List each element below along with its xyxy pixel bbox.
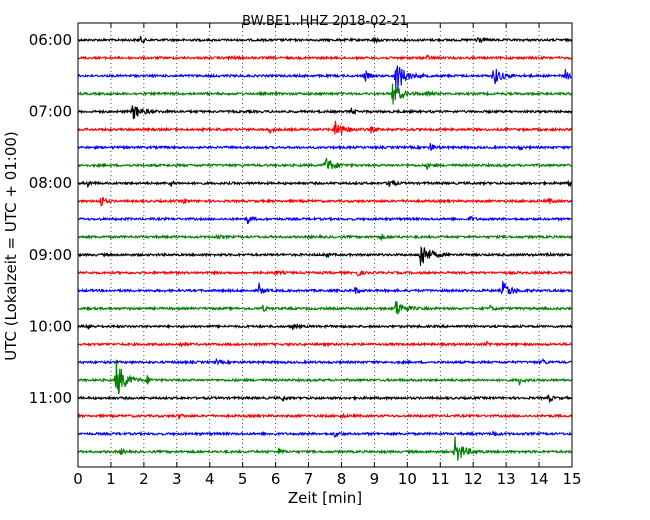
trace-1015 [77, 340, 573, 349]
x-tick-label: 0 [73, 470, 83, 488]
traces [77, 35, 573, 461]
x-tick-label: 12 [464, 470, 483, 488]
x-tick-label: 5 [238, 470, 248, 488]
x-tick-label: 7 [304, 470, 314, 488]
x-tick-label: 8 [337, 470, 347, 488]
x-tick-label: 1 [106, 470, 116, 488]
trace-0600 [77, 35, 573, 44]
trace-0630 [77, 65, 573, 90]
x-tick-label: 11 [431, 470, 450, 488]
trace-0615 [77, 54, 573, 62]
x-tick-label: 4 [205, 470, 215, 488]
trace-0900 [77, 245, 573, 267]
x-tick-label: 6 [271, 470, 281, 488]
plot-frame [77, 22, 573, 468]
trace-0845 [77, 233, 573, 242]
trace-1030 [77, 357, 573, 366]
y-tick-label: 08:00 [29, 174, 72, 192]
trace-0730 [77, 143, 573, 152]
trace-0815 [77, 196, 573, 208]
trace-1000 [77, 323, 573, 330]
x-tick-label: 13 [497, 470, 516, 488]
x-tick-label: 10 [398, 470, 417, 488]
x-axis-label: Zeit [min] [288, 489, 362, 507]
trace-0800 [77, 179, 573, 189]
y-tick-label: 11:00 [29, 389, 72, 407]
y-axis-label: UTC (Lokalzeit = UTC + 01:00) [2, 131, 20, 361]
y-tick-label: 09:00 [29, 246, 72, 264]
trace-0715 [78, 120, 573, 136]
axis-ticks: 0 1 2 3 4 5 6 7 8 9 10 11 12 13 14 1506:0007:0008:0009:… [29, 23, 582, 488]
x-tick-label: 15 [562, 470, 581, 488]
x-tick-label: 3 [172, 470, 182, 488]
x-tick-label: 9 [370, 470, 380, 488]
x-tick-label: 14 [530, 470, 549, 488]
x-tick-label: 2 [139, 470, 149, 488]
chart-title: BW.BE1..HHZ 2018-02-21 [242, 14, 408, 29]
trace-1115 [77, 412, 573, 420]
trace-0830 [77, 215, 573, 225]
y-tick-label: 07:00 [29, 103, 72, 121]
trace-1145 [77, 436, 573, 461]
trace-0700 [77, 105, 573, 120]
trace-0915 [77, 269, 573, 277]
trace-1100 [77, 393, 573, 404]
grid [110, 23, 540, 467]
trace-0945 [77, 301, 573, 315]
y-tick-label: 10:00 [29, 317, 72, 335]
trace-1045 [77, 359, 573, 395]
trace-1130 [77, 430, 573, 438]
trace-0745 [77, 157, 573, 170]
y-tick-label: 06:00 [29, 31, 72, 49]
trace-0930 [77, 280, 573, 295]
trace-0645 [77, 83, 573, 105]
